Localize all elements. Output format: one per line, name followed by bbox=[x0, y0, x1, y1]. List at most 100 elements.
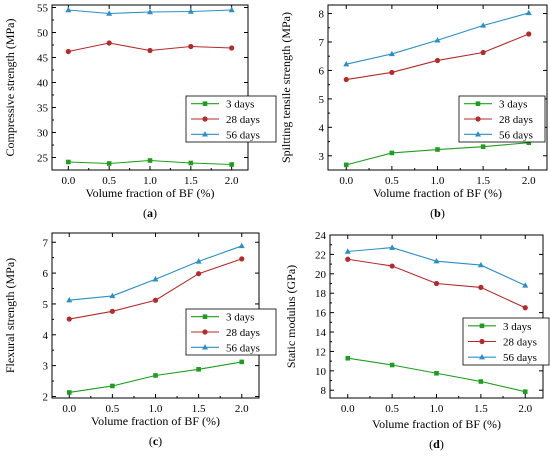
y-tick-label: 3 bbox=[319, 151, 325, 163]
data-point bbox=[66, 159, 71, 165]
legend-marker bbox=[202, 344, 208, 350]
data-point bbox=[434, 37, 441, 43]
data-point bbox=[522, 389, 528, 394]
data-point bbox=[65, 48, 71, 55]
data-point bbox=[434, 370, 439, 376]
y-tick-label: 5 bbox=[319, 94, 325, 106]
data-point bbox=[389, 263, 395, 269]
legend-entry: 28 days bbox=[499, 114, 533, 126]
x-tick-label: 1.0 bbox=[430, 403, 444, 415]
y-axis-title: Static modulus (GPa) bbox=[284, 265, 298, 368]
legend-marker bbox=[202, 314, 208, 319]
y-tick-label: 2 bbox=[43, 391, 49, 403]
data-point bbox=[480, 144, 486, 149]
data-point bbox=[345, 256, 351, 262]
data-point bbox=[434, 57, 441, 64]
legend-marker bbox=[479, 353, 485, 360]
legend-entry: 28 days bbox=[503, 337, 537, 349]
y-tick-label: 50 bbox=[37, 28, 49, 40]
y-tick-label: 7 bbox=[43, 237, 49, 249]
y-tick-label: 18 bbox=[315, 288, 327, 300]
data-point bbox=[196, 367, 201, 372]
series-56-days bbox=[344, 244, 529, 288]
data-point bbox=[229, 45, 235, 51]
x-axis-title: Volume fraction of BF (%) bbox=[373, 186, 502, 200]
plot-frame bbox=[327, 4, 548, 171]
data-point bbox=[195, 258, 202, 264]
chart-panel-d: 0.0 0.5 1.0 1.5 2.0 8 10 12 14 16 18 20 22 24 Volume f… bbox=[284, 230, 550, 451]
data-point bbox=[526, 140, 532, 145]
x-tick-label: 1.5 bbox=[474, 403, 488, 415]
data-point bbox=[187, 8, 194, 14]
legend: 3 days 28 days 56 days bbox=[185, 308, 277, 356]
x-tick-label: 0.0 bbox=[341, 403, 355, 415]
legend-entry: 3 days bbox=[226, 312, 254, 324]
series-28-days bbox=[343, 31, 532, 83]
series-28-days bbox=[66, 256, 245, 322]
x-tick-label: 2.0 bbox=[225, 175, 239, 187]
data-point bbox=[106, 161, 112, 166]
y-axis-title: Flexural strength (MPa) bbox=[3, 258, 17, 373]
legend-entry: 3 days bbox=[503, 321, 531, 333]
data-point bbox=[229, 162, 234, 167]
chart-panel-c: 0.0 0.5 1.0 1.5 2.0 2 3 4 5 6 7 Volume fraction of … bbox=[3, 232, 277, 448]
y-tick-label: 7 bbox=[319, 37, 325, 49]
y-tick-label: 24 bbox=[315, 230, 327, 242]
data-point bbox=[147, 8, 153, 15]
series-3-days bbox=[343, 140, 532, 168]
x-tick-label: 0.5 bbox=[385, 403, 399, 415]
x-tick-label: 0.0 bbox=[339, 175, 353, 187]
y-tick-label: 4 bbox=[43, 330, 49, 342]
y-tick-label: 8 bbox=[321, 385, 327, 397]
x-tick-label: 1.5 bbox=[192, 403, 206, 415]
data-point bbox=[478, 379, 484, 384]
data-point bbox=[389, 244, 396, 250]
series-56-days bbox=[343, 9, 532, 67]
data-point bbox=[109, 292, 116, 299]
data-point bbox=[188, 43, 194, 50]
x-tick-label: 2.0 bbox=[522, 175, 536, 187]
x-tick-label: 2.0 bbox=[518, 403, 532, 415]
legend-marker bbox=[202, 116, 208, 122]
y-tick-label: 10 bbox=[315, 366, 327, 378]
data-point bbox=[147, 47, 153, 54]
data-point bbox=[389, 362, 395, 368]
legend-entry: 28 days bbox=[226, 327, 260, 339]
y-axis-title: Compressive strength (MPa) bbox=[3, 19, 17, 157]
legend: 3 days 28 days 56 days bbox=[185, 95, 277, 143]
legend-entry: 3 days bbox=[226, 99, 254, 111]
data-point bbox=[65, 6, 72, 13]
data-point bbox=[153, 373, 158, 378]
x-tick-label: 1.5 bbox=[184, 175, 198, 187]
data-point bbox=[196, 271, 202, 277]
y-tick-label: 22 bbox=[315, 249, 326, 261]
legend-marker bbox=[475, 101, 481, 106]
y-tick-label: 8 bbox=[319, 9, 325, 21]
y-tick-label: 6 bbox=[43, 268, 49, 280]
x-tick-label: 1.0 bbox=[149, 403, 163, 415]
data-point bbox=[433, 257, 440, 264]
chart-panel-b: 0.0 0.5 1.0 1.5 2.0 3 4 5 6 7 8 Volume fraction of … bbox=[279, 4, 548, 220]
data-point bbox=[343, 76, 349, 83]
data-point bbox=[480, 49, 486, 56]
data-point bbox=[106, 10, 113, 16]
panel-label: (b) bbox=[430, 206, 445, 220]
legend-entry: 56 days bbox=[499, 129, 533, 141]
series-line bbox=[346, 142, 529, 166]
x-axis-title: Volume fraction of BF (%) bbox=[91, 414, 220, 428]
data-point bbox=[388, 50, 395, 57]
y-tick-label: 20 bbox=[315, 269, 327, 281]
x-tick-label: 2.0 bbox=[235, 403, 249, 415]
data-point bbox=[344, 248, 351, 254]
data-point bbox=[239, 256, 245, 262]
data-point bbox=[522, 282, 529, 288]
y-tick-label: 35 bbox=[37, 103, 49, 115]
legend-entry: 3 days bbox=[499, 99, 527, 111]
data-point bbox=[345, 355, 351, 361]
data-point bbox=[66, 390, 72, 395]
legend-marker bbox=[479, 323, 485, 329]
x-axis-title: Volume fraction of BF (%) bbox=[85, 186, 214, 200]
series-56-days bbox=[66, 242, 245, 303]
x-tick-label: 0.5 bbox=[106, 403, 120, 415]
